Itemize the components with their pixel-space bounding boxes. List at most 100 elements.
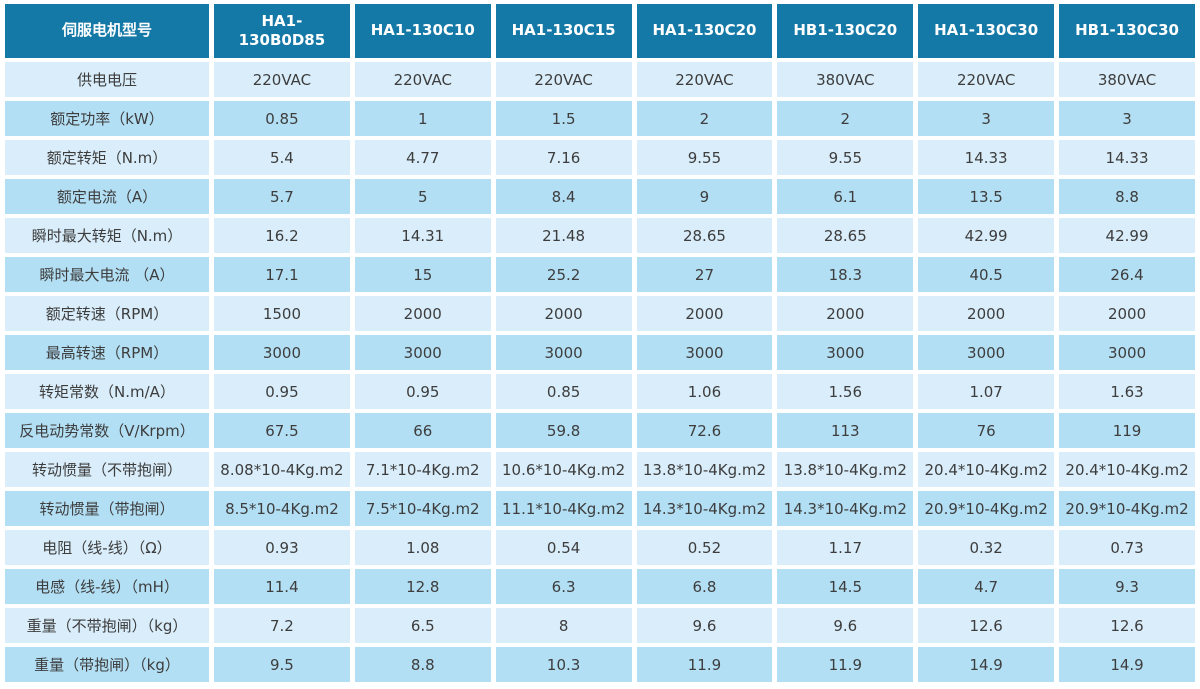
header-model-7: HB1-130C30 — [1059, 4, 1195, 58]
spec-value-cell: 14.3*10-4Kg.m2 — [777, 491, 914, 526]
spec-value-cell: 14.31 — [354, 218, 491, 253]
spec-value-cell: 3 — [918, 101, 1055, 136]
spec-value-cell: 2 — [636, 101, 773, 136]
spec-value-cell: 21.48 — [495, 218, 632, 253]
spec-value-cell: 10.6*10-4Kg.m2 — [495, 452, 632, 487]
spec-value-cell: 8.8 — [354, 647, 491, 682]
spec-value-cell: 2000 — [918, 296, 1055, 331]
row-label: 转动惯量（带抱闸） — [5, 491, 209, 526]
spec-value-cell: 9.5 — [214, 647, 350, 682]
spec-value-cell: 11.1*10-4Kg.m2 — [495, 491, 632, 526]
spec-value-cell: 5.7 — [214, 179, 350, 214]
row-label: 瞬时最大转矩（N.m） — [5, 218, 209, 253]
spec-value-cell: 1.63 — [1059, 374, 1195, 409]
header-model-3: HA1-130C15 — [495, 4, 632, 58]
spec-value-cell: 7.1*10-4Kg.m2 — [354, 452, 491, 487]
spec-value-cell: 14.9 — [1059, 647, 1195, 682]
table-row: 重量（带抱闸）（kg） 9.5 8.8 10.3 11.9 11.9 14.9 14.9 — [5, 647, 1195, 682]
row-label: 瞬时最大电流 （A） — [5, 257, 209, 292]
spec-value-cell: 0.85 — [214, 101, 350, 136]
header-row: 伺服电机型号 HA1-130B0D85 HA1-130C10 HA1-130C15 H… — [5, 4, 1195, 58]
spec-value-cell: 220VAC — [636, 62, 773, 97]
spec-value-cell: 26.4 — [1059, 257, 1195, 292]
table-row: 额定功率（kW） 0.85 1 1.5 2 2 3 3 — [5, 101, 1195, 136]
spec-value-cell: 9.6 — [777, 608, 914, 643]
spec-value-cell: 5 — [354, 179, 491, 214]
table-row: 反电动势常数（V/Krpm） 67.5 66 59.8 72.6 113 76 119 — [5, 413, 1195, 448]
spec-value-cell: 72.6 — [636, 413, 773, 448]
row-label: 最高转速（RPM） — [5, 335, 209, 370]
row-label: 电感（线-线）（mH） — [5, 569, 209, 604]
spec-value-cell: 5.4 — [214, 140, 350, 175]
header-model-4: HA1-130C20 — [636, 4, 773, 58]
spec-value-cell: 1.5 — [495, 101, 632, 136]
table-row: 瞬时最大电流 （A） 17.1 15 25.2 27 18.3 40.5 26.4 — [5, 257, 1195, 292]
spec-value-cell: 2000 — [1059, 296, 1195, 331]
spec-value-cell: 12.6 — [1059, 608, 1195, 643]
spec-value-cell: 10.3 — [495, 647, 632, 682]
spec-value-cell: 4.77 — [354, 140, 491, 175]
row-label: 转动惯量（不带抱闸） — [5, 452, 209, 487]
spec-value-cell: 3 — [1059, 101, 1195, 136]
row-label: 额定转速（RPM） — [5, 296, 209, 331]
spec-value-cell: 15 — [354, 257, 491, 292]
spec-value-cell: 14.5 — [777, 569, 914, 604]
spec-value-cell: 3000 — [777, 335, 914, 370]
spec-value-cell: 17.1 — [214, 257, 350, 292]
spec-value-cell: 3000 — [636, 335, 773, 370]
spec-value-cell: 8.08*10-4Kg.m2 — [214, 452, 350, 487]
table-row: 额定电流（A） 5.7 5 8.4 9 6.1 13.5 8.8 — [5, 179, 1195, 214]
spec-value-cell: 76 — [918, 413, 1055, 448]
row-label: 转矩常数（N.m/A） — [5, 374, 209, 409]
table-row: 最高转速（RPM） 3000 3000 3000 3000 3000 3000 3000 — [5, 335, 1195, 370]
row-label: 重量（带抱闸）（kg） — [5, 647, 209, 682]
row-label: 额定电流（A） — [5, 179, 209, 214]
spec-value-cell: 0.95 — [214, 374, 350, 409]
spec-value-cell: 3000 — [495, 335, 632, 370]
spec-value-cell: 9.3 — [1059, 569, 1195, 604]
spec-value-cell: 3000 — [918, 335, 1055, 370]
spec-value-cell: 28.65 — [636, 218, 773, 253]
spec-value-cell: 1500 — [214, 296, 350, 331]
row-label: 额定功率（kW） — [5, 101, 209, 136]
spec-value-cell: 14.3*10-4Kg.m2 — [636, 491, 773, 526]
spec-value-cell: 11.4 — [214, 569, 350, 604]
spec-value-cell: 6.3 — [495, 569, 632, 604]
spec-value-cell: 2000 — [354, 296, 491, 331]
spec-value-cell: 220VAC — [354, 62, 491, 97]
spec-value-cell: 28.65 — [777, 218, 914, 253]
spec-value-cell: 4.7 — [918, 569, 1055, 604]
spec-value-cell: 0.85 — [495, 374, 632, 409]
spec-value-cell: 119 — [1059, 413, 1195, 448]
spec-value-cell: 380VAC — [777, 62, 914, 97]
spec-value-cell: 2000 — [636, 296, 773, 331]
spec-value-cell: 20.4*10-4Kg.m2 — [918, 452, 1055, 487]
table-header: 伺服电机型号 HA1-130B0D85 HA1-130C10 HA1-130C15 H… — [5, 4, 1195, 58]
spec-value-cell: 220VAC — [214, 62, 350, 97]
spec-value-cell: 14.9 — [918, 647, 1055, 682]
spec-value-cell: 1.06 — [636, 374, 773, 409]
spec-value-cell: 20.4*10-4Kg.m2 — [1059, 452, 1195, 487]
spec-value-cell: 0.73 — [1059, 530, 1195, 565]
spec-value-cell: 67.5 — [214, 413, 350, 448]
spec-value-cell: 3000 — [354, 335, 491, 370]
spec-value-cell: 6.5 — [354, 608, 491, 643]
spec-value-cell: 9 — [636, 179, 773, 214]
spec-value-cell: 7.5*10-4Kg.m2 — [354, 491, 491, 526]
spec-value-cell: 7.16 — [495, 140, 632, 175]
spec-value-cell: 1 — [354, 101, 491, 136]
spec-value-cell: 11.9 — [636, 647, 773, 682]
spec-value-cell: 13.5 — [918, 179, 1055, 214]
spec-value-cell: 12.6 — [918, 608, 1055, 643]
table-row: 额定转矩（N.m） 5.4 4.77 7.16 9.55 9.55 14.33 14.33 — [5, 140, 1195, 175]
spec-value-cell: 20.9*10-4Kg.m2 — [1059, 491, 1195, 526]
spec-value-cell: 42.99 — [1059, 218, 1195, 253]
spec-value-cell: 12.8 — [354, 569, 491, 604]
spec-value-cell: 14.33 — [1059, 140, 1195, 175]
spec-value-cell: 13.8*10-4Kg.m2 — [777, 452, 914, 487]
table-row: 转动惯量（不带抱闸） 8.08*10-4Kg.m2 7.1*10-4Kg.m2 10.… — [5, 452, 1195, 487]
header-model-column-title: 伺服电机型号 — [5, 4, 209, 58]
spec-value-cell: 16.2 — [214, 218, 350, 253]
